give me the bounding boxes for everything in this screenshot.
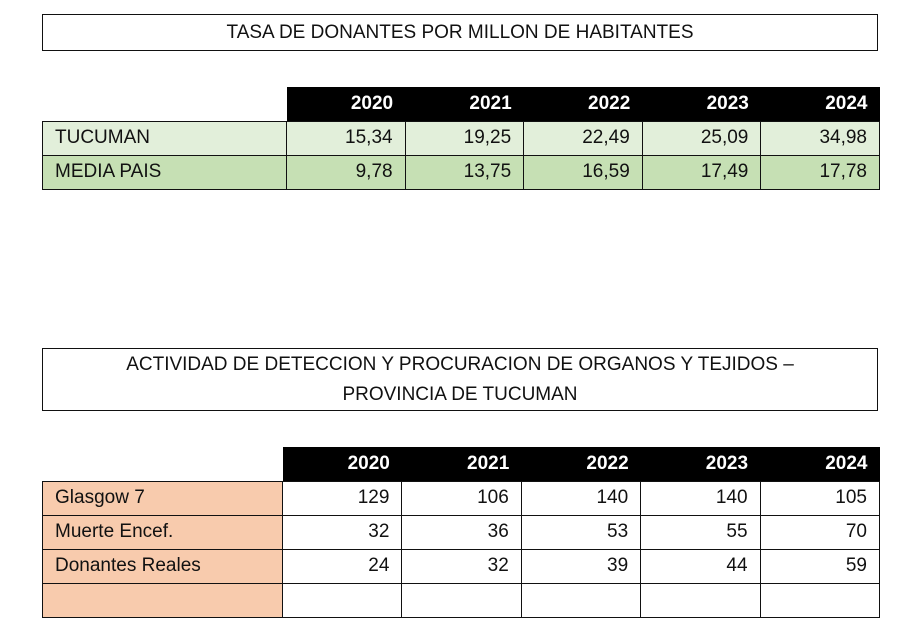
title-line-1: ACTIVIDAD DE DETECCION Y PROCURACION DE … xyxy=(126,353,794,375)
cell-value: 106 xyxy=(401,480,522,516)
title-text: TASA DE DONANTES POR MILLON DE HABITANTE… xyxy=(226,21,694,43)
cell-value xyxy=(759,582,881,618)
year-header: 2024 xyxy=(760,447,880,481)
row-label: TUCUMAN xyxy=(42,120,287,156)
row-label: Donantes Reales xyxy=(42,548,283,584)
cell-value: 22,49 xyxy=(523,120,643,156)
row-label: MEDIA PAIS xyxy=(42,154,287,190)
cell-value: 55 xyxy=(640,514,761,550)
cell-value: 44 xyxy=(640,548,761,584)
table-row: MEDIA PAIS 9,78 13,75 16,59 17,49 17,78 xyxy=(42,154,880,190)
cell-value: 19,25 xyxy=(404,120,525,156)
cell-value: 34,98 xyxy=(760,120,880,156)
cell-value xyxy=(520,582,642,618)
blank-header xyxy=(43,447,283,481)
year-header: 2022 xyxy=(523,87,643,121)
table-row xyxy=(42,582,881,618)
cell-value: 32 xyxy=(401,548,522,584)
year-header: 2020 xyxy=(282,447,402,481)
cell-value: 36 xyxy=(401,514,522,550)
cell-value: 53 xyxy=(520,514,642,550)
row-label: Muerte Encef. xyxy=(42,514,283,550)
cell-value: 17,49 xyxy=(641,154,762,190)
cell-value: 16,59 xyxy=(523,154,643,190)
cell-value xyxy=(640,582,761,618)
donor-rate-table: 2020 2021 2022 2023 2024 TUCUMAN 15,34 19,25 22… xyxy=(42,87,880,190)
table-row: Donantes Reales 24 32 39 44 59 xyxy=(42,548,881,584)
procurement-activity-table: 2020 2021 2022 2023 2024 Glasgow 7 129 106 140 1… xyxy=(42,447,881,618)
cell-value: 9,78 xyxy=(286,154,406,190)
year-header: 2022 xyxy=(521,447,641,481)
table-row: TUCUMAN 15,34 19,25 22,49 25,09 34,98 xyxy=(42,120,880,156)
header-row: 2020 2021 2022 2023 2024 xyxy=(43,447,880,481)
table2-title: ACTIVIDAD DE DETECCION Y PROCURACION DE … xyxy=(42,348,878,411)
year-header: 2024 xyxy=(760,87,880,121)
cell-value: 32 xyxy=(281,514,403,550)
table1-title: TASA DE DONANTES POR MILLON DE HABITANTE… xyxy=(42,14,878,51)
title-line-2: PROVINCIA DE TUCUMAN xyxy=(342,383,578,405)
header-row: 2020 2021 2022 2023 2024 xyxy=(43,87,880,121)
year-header: 2021 xyxy=(405,87,524,121)
table-row: Glasgow 7 129 106 140 140 105 xyxy=(42,480,881,516)
cell-value: 39 xyxy=(520,548,642,584)
cell-value: 24 xyxy=(281,548,403,584)
cell-value: 140 xyxy=(640,480,761,516)
cell-value: 140 xyxy=(520,480,642,516)
table-row: Muerte Encef. 32 36 53 55 70 xyxy=(42,514,881,550)
cell-value xyxy=(281,582,403,618)
blank-header xyxy=(43,87,287,121)
cell-value: 13,75 xyxy=(404,154,525,190)
cell-value: 15,34 xyxy=(286,120,406,156)
year-header: 2023 xyxy=(640,447,761,481)
cell-value: 25,09 xyxy=(641,120,762,156)
row-label: Glasgow 7 xyxy=(42,480,283,516)
cell-value: 70 xyxy=(759,514,881,550)
cell-value: 129 xyxy=(281,480,403,516)
row-label xyxy=(42,582,283,618)
year-header: 2023 xyxy=(642,87,761,121)
cell-value: 59 xyxy=(759,548,881,584)
year-header: 2020 xyxy=(286,87,406,121)
cell-value: 17,78 xyxy=(760,154,880,190)
cell-value xyxy=(401,582,522,618)
cell-value: 105 xyxy=(759,480,881,516)
year-header: 2021 xyxy=(401,447,522,481)
